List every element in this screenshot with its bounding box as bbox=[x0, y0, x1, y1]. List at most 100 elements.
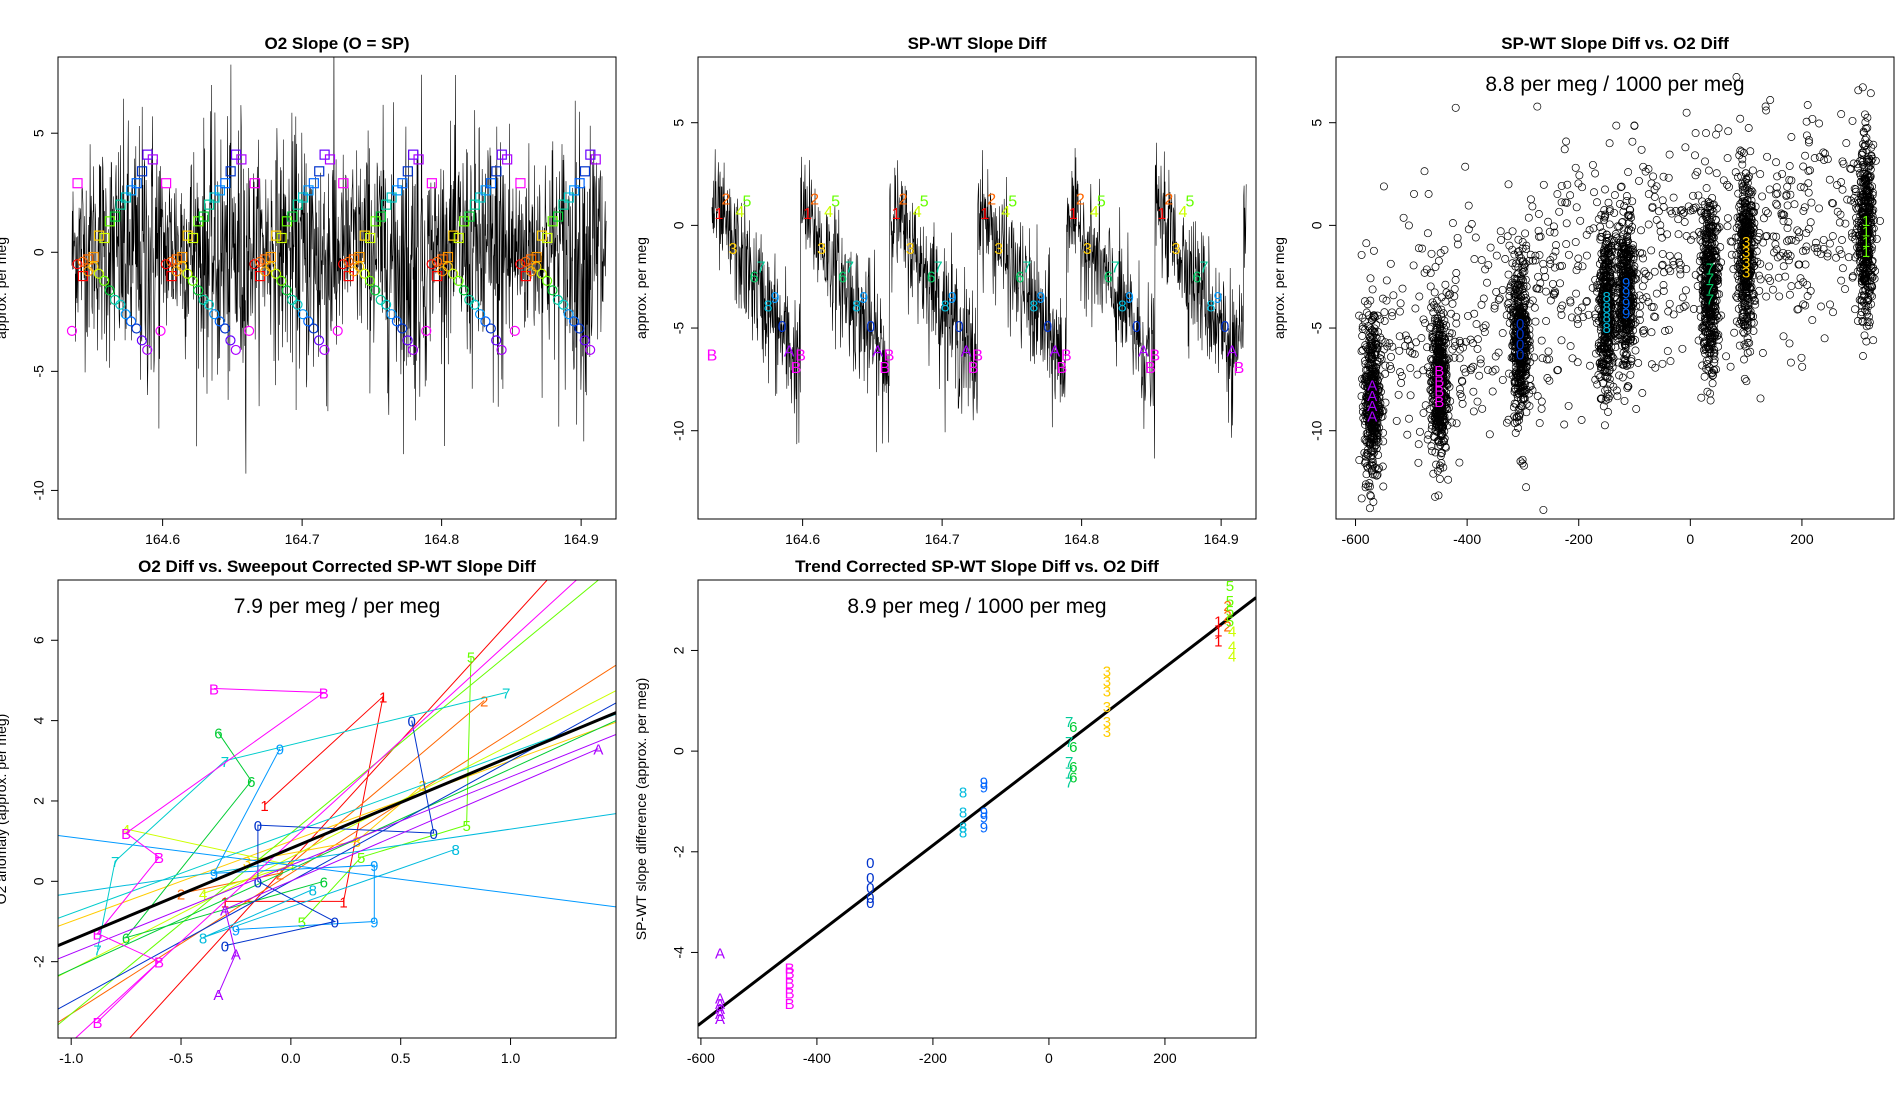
data-point bbox=[1804, 138, 1813, 147]
data-point bbox=[1488, 387, 1497, 396]
data-point bbox=[1531, 317, 1540, 326]
data-point bbox=[1682, 108, 1691, 117]
axes-p5: Trend Corrected SP-WT Slope Diff vs. O2 … bbox=[633, 557, 1177, 1066]
data-point bbox=[1619, 259, 1628, 268]
data-point bbox=[1863, 250, 1872, 259]
data-point bbox=[1639, 254, 1647, 263]
data-point bbox=[1706, 284, 1715, 293]
group-point-label: 6 bbox=[1069, 759, 1077, 776]
data-point bbox=[1704, 256, 1713, 265]
group-fit-line bbox=[58, 733, 616, 960]
group-label-marker: 4 bbox=[1090, 204, 1099, 221]
group-label-marker: 2 bbox=[810, 192, 819, 209]
data-point bbox=[1739, 276, 1748, 285]
data-point bbox=[1358, 313, 1367, 322]
data-point bbox=[1738, 309, 1747, 318]
data-point bbox=[1635, 176, 1643, 185]
data-point bbox=[1682, 265, 1691, 274]
data-point bbox=[1741, 261, 1750, 270]
data-point bbox=[1601, 273, 1610, 282]
data-point bbox=[1622, 192, 1631, 200]
data-point bbox=[1566, 296, 1575, 305]
data-point bbox=[1376, 404, 1385, 413]
group-label-marker: 2 bbox=[1076, 192, 1085, 209]
data-point bbox=[1785, 339, 1794, 348]
data-point bbox=[1373, 386, 1382, 395]
square-marker bbox=[574, 178, 585, 189]
group-point-label: 8 bbox=[959, 825, 967, 842]
square-marker bbox=[236, 154, 247, 165]
data-point bbox=[1779, 217, 1788, 226]
data-point bbox=[1626, 370, 1635, 379]
data-point bbox=[1647, 246, 1656, 255]
data-point bbox=[1698, 333, 1707, 342]
data-point bbox=[1773, 201, 1782, 210]
data-point bbox=[1497, 235, 1506, 244]
data-point bbox=[1611, 232, 1620, 241]
cluster-label: 7 bbox=[1706, 260, 1714, 277]
group-fit-line bbox=[58, 713, 616, 919]
data-point bbox=[1371, 388, 1380, 397]
square-marker bbox=[147, 154, 158, 165]
x-tick-label: 164.9 bbox=[564, 531, 599, 547]
data-point bbox=[1704, 280, 1713, 289]
data-point bbox=[1750, 219, 1759, 228]
group-label-marker: 6 bbox=[927, 270, 936, 287]
data-point bbox=[1702, 284, 1711, 293]
data-point bbox=[1610, 208, 1619, 217]
data-point bbox=[1698, 264, 1707, 273]
data-point bbox=[1638, 389, 1647, 397]
data-point bbox=[1515, 287, 1524, 296]
data-point bbox=[1505, 241, 1514, 250]
data-point bbox=[1710, 349, 1719, 358]
data-point bbox=[1860, 142, 1869, 151]
data-point bbox=[1414, 244, 1423, 253]
data-point bbox=[1665, 299, 1674, 308]
circle-marker bbox=[72, 259, 83, 270]
data-point bbox=[1511, 262, 1520, 271]
data-point bbox=[1618, 217, 1627, 226]
data-point bbox=[1456, 339, 1465, 348]
group-label-marker: 5 bbox=[1008, 194, 1017, 211]
data-point bbox=[1556, 279, 1564, 288]
data-point bbox=[1711, 304, 1720, 313]
group-point-label: A bbox=[715, 991, 725, 1008]
group-label-marker: 4 bbox=[1001, 204, 1010, 221]
data-point bbox=[1526, 357, 1535, 366]
data-point bbox=[1604, 198, 1613, 207]
circle-marker bbox=[187, 275, 198, 286]
group-label-marker: B bbox=[1057, 360, 1068, 377]
group-point-label: 4 bbox=[287, 858, 295, 875]
data-point bbox=[1666, 357, 1675, 366]
data-point bbox=[1727, 250, 1736, 259]
data-point bbox=[1714, 330, 1723, 339]
data-point bbox=[1369, 419, 1378, 428]
data-point bbox=[1758, 349, 1767, 357]
circle-marker bbox=[303, 316, 314, 327]
group-point-label: 9 bbox=[980, 820, 988, 837]
data-point bbox=[1815, 152, 1824, 161]
data-point bbox=[1534, 210, 1543, 218]
data-point bbox=[1602, 265, 1611, 274]
group-point-label: 0 bbox=[254, 818, 262, 835]
data-point bbox=[1380, 345, 1388, 354]
data-point bbox=[1623, 235, 1632, 244]
data-point bbox=[1865, 283, 1874, 292]
group-label-marker: 6 bbox=[1104, 270, 1113, 287]
data-point bbox=[1625, 326, 1634, 335]
data-point bbox=[1591, 169, 1600, 178]
data-point bbox=[1373, 432, 1382, 441]
data-point bbox=[1367, 326, 1376, 334]
data-point bbox=[1626, 313, 1635, 322]
data-point bbox=[1805, 136, 1813, 145]
data-point bbox=[1451, 103, 1460, 112]
data-point bbox=[1481, 265, 1490, 274]
data-point bbox=[1511, 429, 1520, 437]
data-point bbox=[1429, 355, 1438, 364]
square-marker bbox=[303, 185, 314, 196]
data-point bbox=[1865, 162, 1874, 171]
data-point bbox=[1748, 187, 1757, 196]
circle-marker bbox=[491, 335, 502, 346]
plot-frame-p2 bbox=[697, 56, 1257, 520]
data-point bbox=[1599, 277, 1608, 286]
